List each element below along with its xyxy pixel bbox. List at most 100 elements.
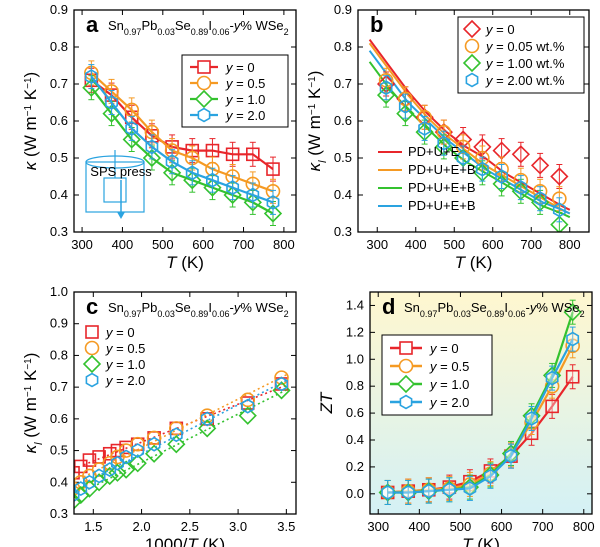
data-point xyxy=(145,139,159,155)
data-point xyxy=(550,167,569,186)
y-tick-label: 0.7 xyxy=(50,76,68,91)
plot-area xyxy=(74,370,291,510)
x-tick-label: 700 xyxy=(532,519,554,534)
y-tick-label: 0.7 xyxy=(334,76,352,91)
legend-label: y = 1.0 xyxy=(225,92,265,107)
press-arrow-head xyxy=(117,212,125,219)
x-tick-label: 300 xyxy=(71,237,93,252)
panel-label: b xyxy=(370,12,383,37)
y-tick-label: 0.9 xyxy=(50,2,68,17)
y-tick-label: 0.6 xyxy=(50,113,68,128)
series-4 xyxy=(379,75,566,223)
x-tick-label: 700 xyxy=(520,237,542,252)
legend-marker xyxy=(84,340,100,356)
legend-marker xyxy=(85,325,99,339)
x-tick-label: 2.0 xyxy=(133,519,151,534)
x-axis-label: 1000/T (K) xyxy=(145,535,225,547)
x-tick-label: 3.5 xyxy=(277,519,295,534)
x-tick-label: 500 xyxy=(450,519,472,534)
data-point xyxy=(504,448,518,464)
y-tick-label: 0.3 xyxy=(50,224,68,239)
data-point xyxy=(91,462,107,477)
model-legend-label: PD+U+E+B xyxy=(408,180,476,195)
legend-label: y = 1.00 wt.% xyxy=(485,56,565,71)
y-tick-label: 0.9 xyxy=(334,2,352,17)
data-point xyxy=(131,443,145,459)
y-tick-label: 0.2 xyxy=(346,459,364,474)
x-tick-label: 500 xyxy=(152,237,174,252)
fit-line xyxy=(83,389,287,493)
x-tick-label: 800 xyxy=(573,519,595,534)
plot-frame xyxy=(73,9,297,233)
data-point xyxy=(105,95,118,110)
data-point xyxy=(514,180,528,196)
legend-label: y = 2.00 wt.% xyxy=(485,73,565,88)
y-tick-label: 0.6 xyxy=(50,411,68,426)
data-point xyxy=(274,370,289,385)
legend-marker xyxy=(464,38,480,54)
legend-marker xyxy=(465,72,479,88)
data-point xyxy=(511,145,530,164)
data-point xyxy=(418,120,432,136)
plot-frame xyxy=(369,291,593,515)
legend-label: y = 0 xyxy=(429,341,459,356)
data-point xyxy=(398,98,412,114)
panel-title: Sn0.97Pb0.03Se0.89I0.06-y% WSe2 xyxy=(108,300,289,319)
panel-title: Sn0.97Pb0.03Se0.89I0.06-y% WSe2 xyxy=(404,300,585,319)
x-tick-label: 300 xyxy=(366,237,388,252)
x-axis-label: T (K) xyxy=(166,253,204,272)
data-point xyxy=(84,69,98,85)
y-axis-label: κ (W m−1 K−1) xyxy=(21,72,40,170)
legend-marker xyxy=(396,374,416,394)
sps-press-illustration: SPS press xyxy=(85,150,152,219)
series-4 xyxy=(84,64,280,215)
y-tick-label: 0.8 xyxy=(50,39,68,54)
data-point xyxy=(566,331,580,347)
series-4 xyxy=(381,326,580,505)
legend-label: y = 0.5 xyxy=(225,76,265,91)
y-tick-label: 1.0 xyxy=(50,284,68,299)
data-point xyxy=(162,163,182,182)
plot-area xyxy=(82,60,283,226)
y-tick-label: 0.4 xyxy=(346,432,364,447)
data-point xyxy=(167,435,186,454)
series-line xyxy=(90,87,274,215)
data-point xyxy=(246,187,260,203)
x-tick-label: 600 xyxy=(192,237,214,252)
panel-label: c xyxy=(86,294,98,319)
data-point xyxy=(142,148,162,168)
data-point xyxy=(381,485,395,500)
data-point xyxy=(266,194,280,210)
data-point xyxy=(103,462,117,478)
series-line xyxy=(90,75,274,204)
y-tick-label: 1.0 xyxy=(346,351,364,366)
x-tick-label: 3.0 xyxy=(229,519,247,534)
data-point xyxy=(463,480,477,496)
series-line xyxy=(387,345,574,494)
chart-panel-d: 300 400 500 600 700 800 0.0 0.2 0.4 0.6 0.8 1.0 1.2 1… xyxy=(317,291,595,547)
legend-label: y = 2.0 xyxy=(429,395,469,410)
data-point xyxy=(442,482,456,498)
x-tick-label: 600 xyxy=(482,237,504,252)
data-point xyxy=(111,455,124,471)
y-tick-label: 0.5 xyxy=(334,150,352,165)
legend-label: y = 0.5 xyxy=(105,341,145,356)
data-point xyxy=(83,474,96,490)
x-tick-label: 400 xyxy=(405,237,427,252)
legend-marker xyxy=(398,358,414,374)
data-point xyxy=(246,147,260,162)
y-tick-label: 0.3 xyxy=(334,224,352,239)
data-point xyxy=(533,191,547,207)
data-point xyxy=(147,436,161,452)
data-point xyxy=(238,406,257,425)
x-tick-label: 800 xyxy=(273,237,295,252)
legend-label: y = 0.05 wt.% xyxy=(485,39,565,54)
data-point xyxy=(198,419,217,438)
series-line xyxy=(90,79,274,170)
x-tick-label: 500 xyxy=(443,237,465,252)
data-point xyxy=(530,156,550,175)
chart-panel-c: 1.5 2.0 2.5 3.0 3.5 0.3 0.4 0.5 0.6 0.7 0.8 0.9 1.0 1… xyxy=(21,284,297,547)
y-tick-label: 0.8 xyxy=(346,378,364,393)
model-legend-label: PD+U+E+B xyxy=(408,198,476,213)
